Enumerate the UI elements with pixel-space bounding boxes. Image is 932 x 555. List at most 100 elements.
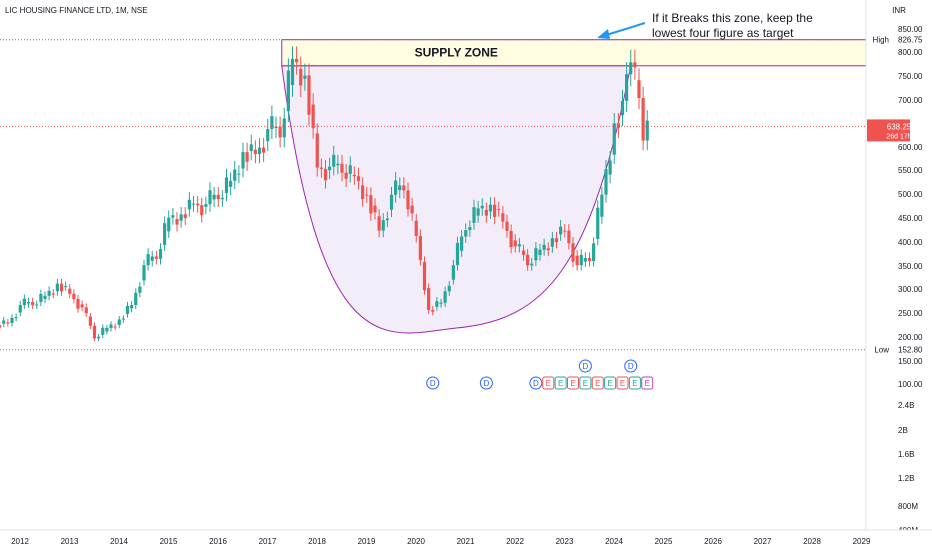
candle-body[interactable] [26, 301, 31, 304]
candle-body[interactable] [447, 285, 451, 292]
earnings-marker[interactable] [554, 376, 567, 390]
candle-body[interactable] [526, 254, 530, 266]
candle-body[interactable] [546, 248, 550, 251]
candle-body[interactable] [233, 169, 237, 181]
candle-body[interactable] [398, 185, 402, 191]
candle-body[interactable] [348, 165, 352, 174]
candle-body[interactable] [220, 197, 224, 200]
candle-body[interactable] [455, 242, 460, 266]
candle-body[interactable] [121, 318, 125, 320]
candle-body[interactable] [146, 254, 150, 266]
candle-body[interactable] [501, 213, 505, 222]
candle-body[interactable] [22, 298, 26, 306]
candle-body[interactable] [307, 75, 311, 115]
candle-body[interactable] [451, 265, 455, 280]
earnings-marker[interactable] [591, 376, 604, 390]
candle-body[interactable] [290, 58, 295, 86]
candle-body[interactable] [191, 203, 196, 205]
candle-body[interactable] [204, 204, 208, 207]
candle-body[interactable] [443, 291, 447, 303]
candle-body[interactable] [592, 243, 596, 262]
candle-body[interactable] [142, 265, 146, 281]
candle-body[interactable] [530, 263, 534, 266]
cup-pattern-region[interactable] [281, 65, 632, 334]
candle-body[interactable] [373, 205, 377, 213]
candle-body[interactable] [278, 126, 282, 138]
candle-body[interactable] [517, 244, 521, 247]
candle-body[interactable] [245, 152, 249, 162]
candle-body[interactable] [130, 305, 134, 309]
candle-body[interactable] [488, 204, 493, 212]
earnings-marker[interactable] [604, 376, 617, 390]
dividend-marker[interactable] [578, 359, 592, 373]
candle-body[interactable] [253, 149, 257, 155]
candle-body[interactable] [138, 286, 142, 293]
candle-body[interactable] [377, 216, 381, 231]
candle-body[interactable] [101, 327, 105, 335]
candle-body[interactable] [10, 317, 14, 324]
candle-body[interactable] [125, 305, 130, 314]
candle-body[interactable] [270, 116, 274, 130]
candle-body[interactable] [216, 194, 220, 200]
candle-body[interactable] [633, 62, 637, 68]
dividend-marker[interactable] [624, 359, 638, 373]
candle-body[interactable] [600, 194, 604, 217]
candle-body[interactable] [262, 147, 266, 153]
price-scale-background[interactable] [866, 0, 932, 530]
candle-body[interactable] [645, 120, 649, 141]
candle-body[interactable] [212, 194, 216, 200]
candle-body[interactable] [175, 219, 179, 225]
candle-body[interactable] [542, 244, 546, 250]
candle-body[interactable] [315, 133, 319, 168]
candle-body[interactable] [414, 220, 418, 236]
candle-body[interactable] [381, 220, 385, 231]
candle-body[interactable] [35, 304, 39, 306]
candle-body[interactable] [554, 238, 559, 243]
candle-body[interactable] [625, 74, 629, 101]
candle-body[interactable] [550, 238, 554, 247]
candle-body[interactable] [608, 160, 612, 175]
candle-body[interactable] [563, 230, 567, 232]
earnings-marker[interactable] [542, 376, 555, 390]
candle-body[interactable] [534, 248, 538, 261]
candle-body[interactable] [406, 190, 410, 210]
candle-body[interactable] [319, 167, 323, 169]
candle-body[interactable] [51, 293, 55, 295]
candle-body[interactable] [286, 70, 290, 112]
earnings-marker[interactable] [628, 376, 641, 390]
candle-body[interactable] [282, 118, 286, 138]
candle-body[interactable] [117, 319, 121, 325]
candle-body[interactable] [402, 185, 406, 191]
candle-body[interactable] [229, 180, 233, 187]
candle-body[interactable] [641, 98, 645, 141]
candle-body[interactable] [92, 325, 97, 339]
candle-body[interactable] [134, 292, 138, 306]
candle-body[interactable] [237, 173, 241, 175]
candle-body[interactable] [352, 175, 356, 177]
candle-body[interactable] [493, 204, 497, 218]
candle-body[interactable] [179, 214, 183, 221]
earnings-marker[interactable] [579, 376, 592, 390]
candle-body[interactable] [68, 288, 72, 294]
candle-body[interactable] [84, 307, 88, 314]
candle-body[interactable] [575, 255, 579, 266]
earnings-marker[interactable] [616, 376, 629, 390]
candle-body[interactable] [439, 302, 443, 304]
candle-body[interactable] [538, 249, 542, 256]
candle-body[interactable] [171, 215, 175, 218]
candle-body[interactable] [389, 194, 394, 210]
candle-body[interactable] [596, 207, 600, 239]
candle-body[interactable] [55, 283, 59, 292]
last-price-badge[interactable] [867, 119, 910, 142]
candle-body[interactable] [88, 316, 92, 326]
candle-body[interactable] [0, 325, 2, 328]
candle-body[interactable] [476, 208, 480, 216]
candle-body[interactable] [43, 295, 47, 299]
candle-body[interactable] [97, 336, 101, 339]
earnings-marker[interactable] [567, 376, 579, 390]
candle-body[interactable] [154, 256, 158, 259]
candle-body[interactable] [472, 207, 476, 223]
candle-body[interactable] [208, 190, 212, 205]
candle-body[interactable] [559, 226, 563, 235]
